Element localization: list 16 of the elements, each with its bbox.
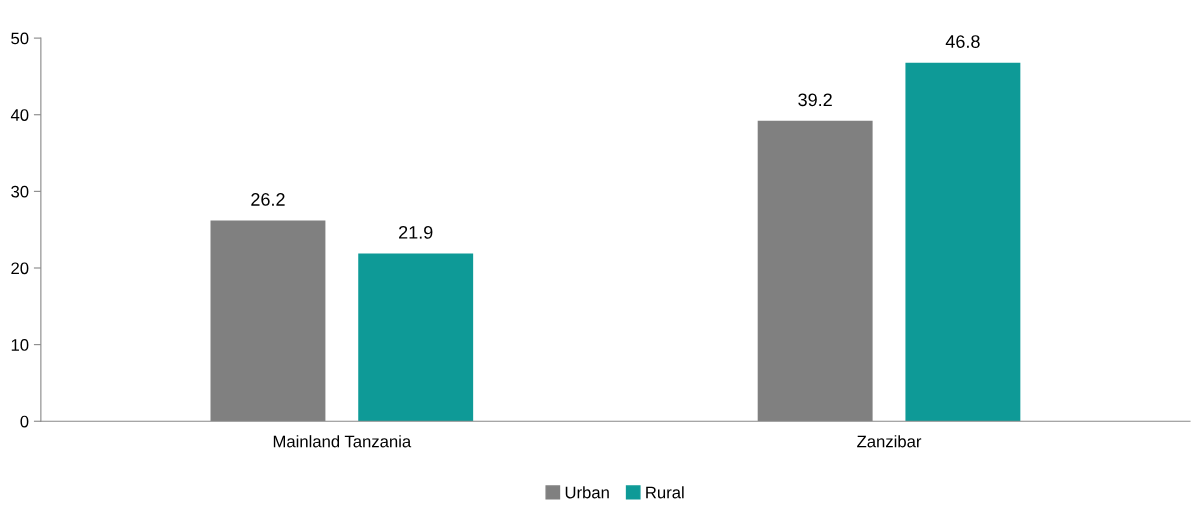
data-label: 46.8 [945, 35, 980, 48]
data-label: 39.2 [798, 93, 832, 107]
y-tick-label: 50 [11, 32, 29, 45]
data-label: 21.9 [399, 225, 433, 239]
y-tick-label: 0 [20, 415, 29, 428]
bar [358, 253, 474, 422]
legend-label: Urban [565, 486, 609, 499]
x-tick-label: Mainland Tanzania [273, 435, 412, 448]
bar [905, 62, 1021, 422]
x-tick-label: Zanzibar [857, 435, 922, 448]
y-tick-label: 40 [10, 109, 29, 121]
data-label: 26.2 [251, 193, 285, 206]
y-tick-label: 20 [11, 262, 29, 275]
legend-label: Rural [646, 486, 684, 499]
y-tick-label: 10 [11, 339, 29, 351]
y-tick-label: 30 [11, 185, 29, 198]
